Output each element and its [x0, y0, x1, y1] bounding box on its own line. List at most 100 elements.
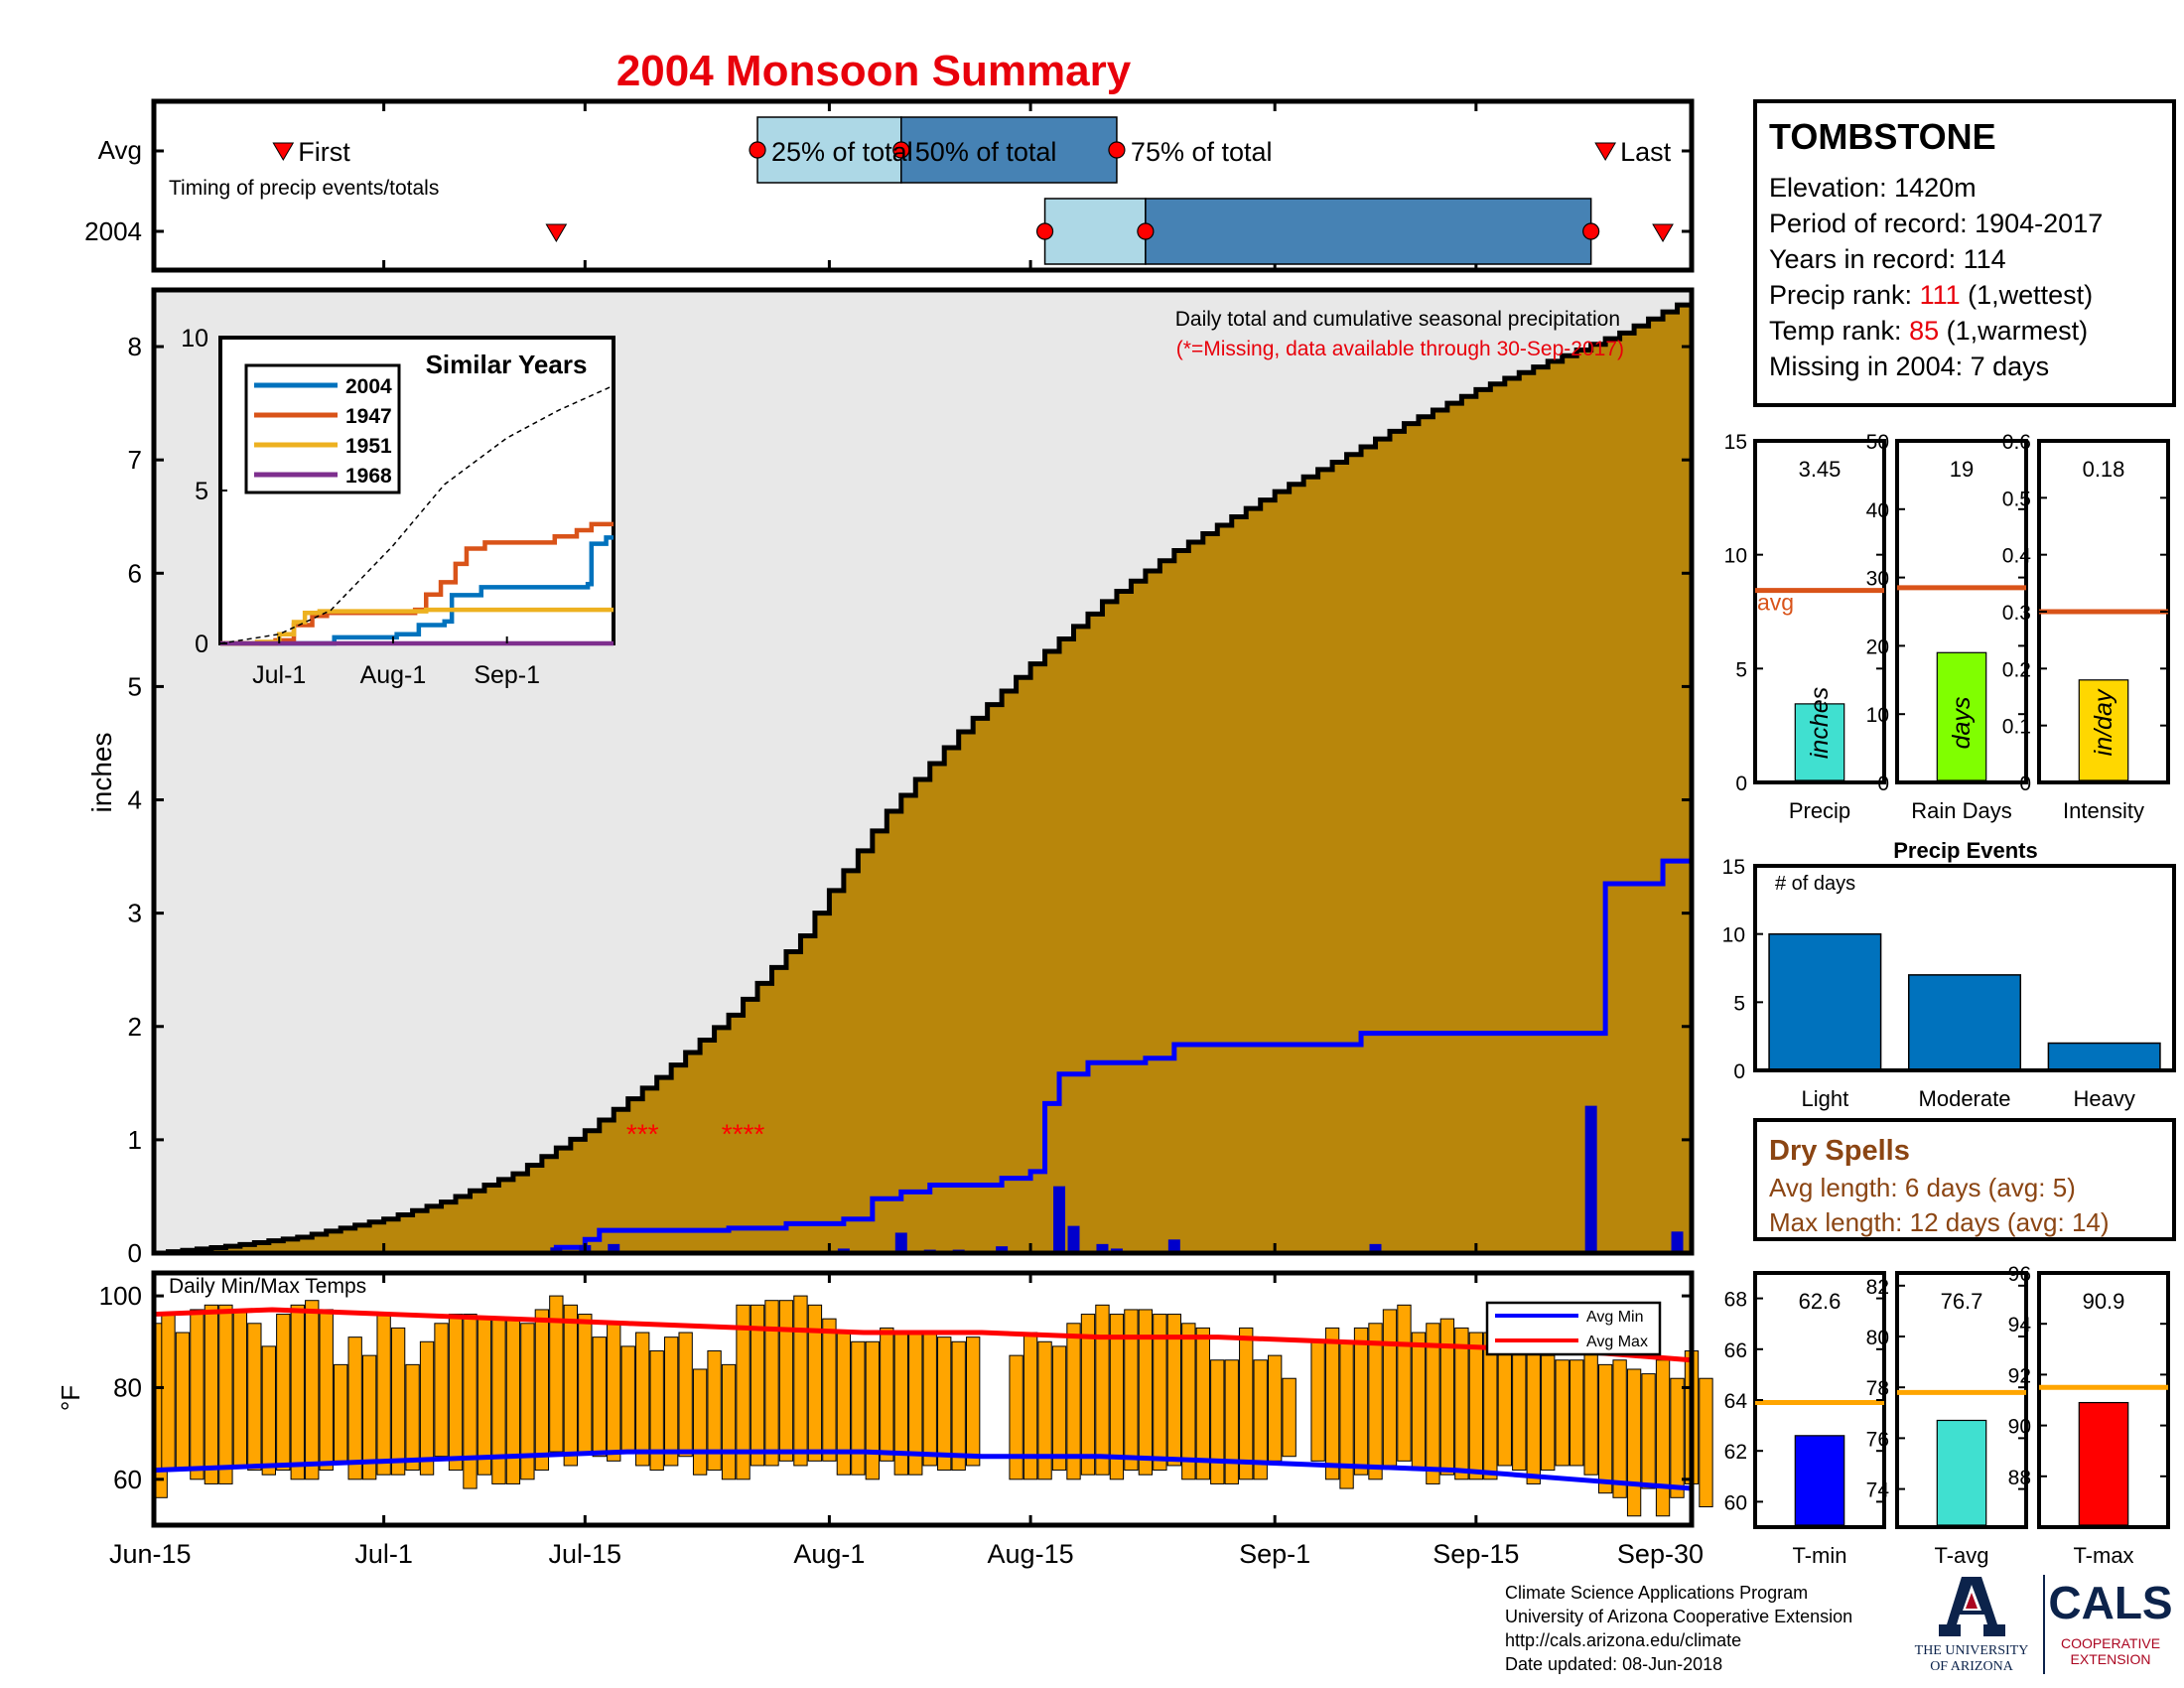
daily-precip-bar-8	[1053, 1186, 1066, 1253]
avg-q75-label: 75% of total	[1131, 137, 1273, 167]
inset-xtick-label-0: Jul-1	[252, 661, 306, 689]
temp-range-bar-75	[1224, 1359, 1239, 1484]
temp-range-bar-34	[635, 1332, 650, 1467]
temp-range-bar-40	[721, 1363, 737, 1480]
x-axis-label-2: Jul-15	[549, 1539, 622, 1569]
temp-range-bar-92	[1468, 1332, 1484, 1480]
x-axis-label-7: Sep-30	[1617, 1539, 1704, 1569]
seasonal-temp-label-0: T-min	[1793, 1543, 1847, 1568]
temp-range-bar-104	[1641, 1373, 1656, 1489]
temp-range-bar-31	[592, 1336, 607, 1458]
seasonal-temp-tick-label-0-3: 66	[1724, 1339, 1747, 1362]
temp-range-bar-26	[520, 1323, 535, 1480]
inset-xtick-label-2: Sep-1	[474, 661, 540, 689]
main-plot-frame	[151, 287, 1695, 1256]
temps-ytick-label-0: 60	[113, 1465, 142, 1494]
temp-range-bar-28	[549, 1295, 564, 1453]
total-tick-label-2-3: 0.3	[2002, 602, 2031, 625]
temp-range-bar-60	[1009, 1354, 1024, 1480]
avg-cumulative-step-line	[154, 297, 1695, 1256]
temp-range-bar-70	[1153, 1314, 1167, 1472]
total-label-2: Intensity	[2063, 798, 2144, 823]
inset-legend-label-1947: 1947	[345, 405, 392, 428]
dry-spells-title: Dry Spells	[1769, 1135, 1910, 1167]
total-tick-label-2-0: 0	[2019, 773, 2031, 795]
coop-line2: EXTENSION	[2071, 1651, 2151, 1667]
seasonal-temp-label-1: T-avg	[1934, 1543, 1988, 1568]
total-avg-label-0: avg	[1757, 590, 1794, 616]
station-period: Period of record: 1904-2017	[1769, 209, 2103, 238]
daily-precip-bar-0	[550, 1247, 563, 1253]
temp-range-bar-105	[1655, 1359, 1671, 1517]
events-ytick-label-0: 0	[1733, 1060, 1745, 1083]
total-bar-0	[1794, 703, 1845, 781]
seasonal-temp-bar-1	[1936, 1419, 1987, 1526]
temp-range-bar-47	[822, 1318, 837, 1462]
temp-range-bar-89	[1426, 1323, 1440, 1484]
x-axis-label-1: Jul-1	[354, 1539, 413, 1569]
avg-q25-label: 25% of total	[771, 137, 913, 167]
avg-max-line	[153, 1307, 1693, 1363]
temp-range-bar-62	[1037, 1340, 1052, 1480]
events-bar-light	[1768, 932, 1882, 1071]
credits-line3: http://cals.arizona.edu/climate	[1505, 1630, 1741, 1650]
timing-subtitle: Timing of precip events/totals	[169, 177, 439, 200]
temp-range-bar-30	[578, 1314, 593, 1453]
daily-precip-bar-14	[1584, 1105, 1597, 1253]
main-ytick-label-6: 6	[128, 558, 142, 588]
temp-range-bar-79	[1282, 1377, 1297, 1458]
temp-range-bar-94	[1497, 1345, 1512, 1467]
legend-avg-min-label: Avg Min	[1586, 1309, 1644, 1326]
total-tick-label-2-5: 0.5	[2002, 488, 2031, 510]
temp-range-bar-11	[305, 1300, 320, 1480]
temp-range-bar-42	[750, 1304, 765, 1467]
avg-last-marker	[1594, 142, 1617, 161]
temp-range-bar-23	[477, 1318, 492, 1476]
year-2004-cumulative-line	[154, 858, 1692, 1256]
temp-range-bar-97	[1541, 1354, 1556, 1472]
total-unit-1: days	[1948, 697, 1976, 750]
credits-line1: Climate Science Applications Program	[1505, 1583, 1808, 1603]
timing-year-label: 2004	[84, 216, 142, 246]
seasonal-temps-panels: 60 62 64 66 68 62.6 T-min 74 76 78 80 82 76.7 T-avg 88…	[1724, 1263, 2170, 1568]
temp-range-bar-4	[204, 1304, 219, 1484]
temp-range-bar-49	[851, 1340, 866, 1476]
temp-range-bar-71	[1166, 1314, 1182, 1467]
main-ytick-label-0: 0	[128, 1238, 142, 1268]
main-ytick-label-7: 7	[128, 445, 142, 475]
temp-range-bar-21	[448, 1314, 464, 1472]
seasonal-temp-tick-label-2-4: 96	[2008, 1263, 2031, 1286]
temp-range-bar-13	[334, 1363, 348, 1462]
temp-range-bar-8	[261, 1345, 276, 1476]
temp-range-bar-72	[1181, 1323, 1196, 1480]
temp-range-bar-106	[1670, 1377, 1685, 1498]
temp-range-bar-108	[1699, 1377, 1713, 1508]
main-ytick-label-5: 5	[128, 671, 142, 701]
temp-range-bar-65	[1080, 1314, 1096, 1476]
temp-range-bar-46	[807, 1304, 823, 1462]
inset-title: Similar Years	[426, 350, 588, 379]
events-bar-heavy	[2047, 1042, 2161, 1071]
temp-range-bar-1	[161, 1314, 176, 1472]
inset-series-2004	[220, 535, 614, 646]
temp-range-bar-69	[1138, 1309, 1154, 1476]
main-ytick-label-3: 3	[128, 899, 142, 928]
temp-range-bar-73	[1195, 1327, 1210, 1480]
temp-range-bar-16	[376, 1314, 391, 1476]
seasonal-temp-tick-label-2-3: 94	[2008, 1314, 2032, 1336]
temps-legend-box	[1485, 1301, 1662, 1356]
y2004-q50-q75-box	[1145, 198, 1592, 265]
temp-range-bar-98	[1555, 1359, 1570, 1467]
temp-range-bar-68	[1124, 1309, 1139, 1472]
temp-range-bar-57	[965, 1336, 981, 1467]
avg-first-marker	[272, 142, 295, 161]
x-axis-label-6: Sep-15	[1433, 1539, 1519, 1569]
temp-range-bar-10	[290, 1304, 305, 1480]
temp-range-bar-54	[922, 1332, 937, 1467]
temp-range-bar-29	[563, 1304, 578, 1467]
temps-ytick-label-1: 80	[113, 1372, 142, 1402]
precip-events-chart: Light Moderate Heavy 0 5 10 15	[1722, 856, 2176, 1111]
avg-quartile-marker-1	[892, 141, 910, 159]
temp-range-bar-18	[405, 1363, 420, 1472]
dry-spells-max: Max length: 12 days (avg: 14)	[1769, 1207, 2110, 1237]
